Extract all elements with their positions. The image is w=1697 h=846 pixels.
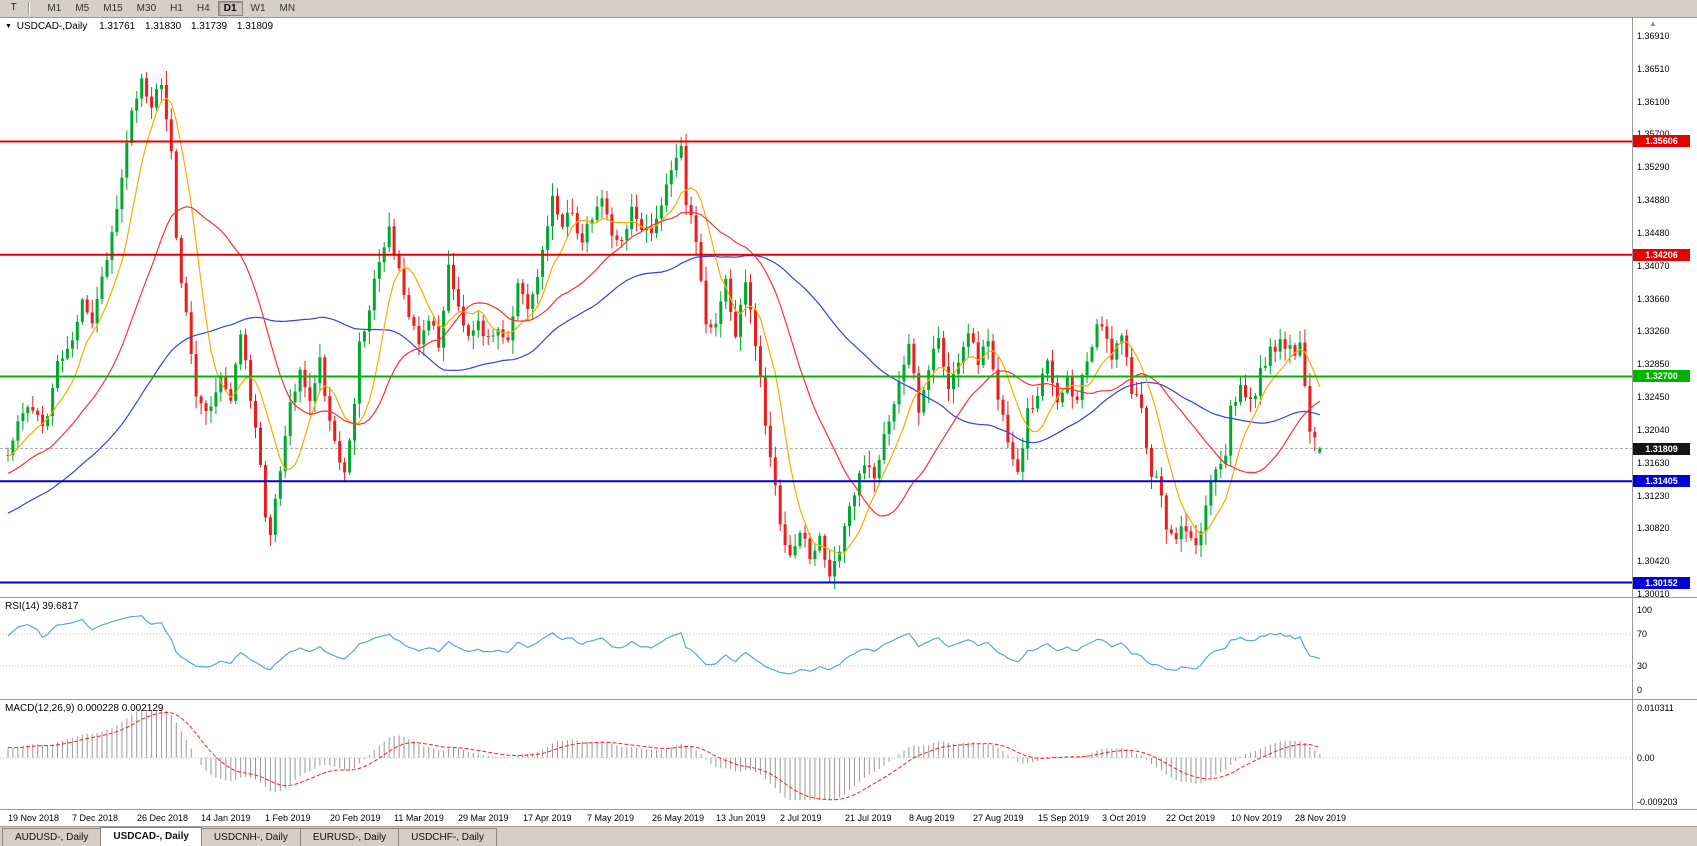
price-axis-label: 1.34070	[1637, 260, 1670, 271]
timeframe-mn-button[interactable]: MN	[279, 3, 296, 14]
macd-axis: 0.010311 0.00 -0.009203	[1632, 700, 1697, 809]
rsi-axis-label: 0	[1637, 685, 1643, 695]
tab-usdcnh-daily[interactable]: USDCNH-, Daily	[200, 828, 301, 846]
timeframe-m5-button[interactable]: M5	[75, 3, 90, 14]
date-axis-label: 15 Sep 2019	[1038, 813, 1090, 823]
price-axis-label: 1.34480	[1637, 227, 1670, 238]
text-tool-button[interactable]: T	[10, 2, 17, 13]
hline-price-tag: 1.32700	[1633, 370, 1690, 382]
price-axis-label: 1.33660	[1637, 293, 1670, 304]
price-axis-label: 1.32450	[1637, 392, 1670, 403]
current-price-tag: 1.31809	[1633, 443, 1690, 455]
timeframe-m1-button[interactable]: M1	[47, 3, 62, 14]
tab-usdcad-daily[interactable]: USDCAD-, Daily	[100, 827, 202, 846]
date-axis-label: 19 Nov 2018	[8, 813, 60, 823]
rsi-chart-canvas[interactable]	[0, 598, 1632, 700]
date-axis-label: 29 Mar 2019	[458, 813, 509, 823]
price-axis-label: 1.36100	[1637, 96, 1670, 107]
chart-shift-marker[interactable]: ▲	[1649, 19, 1657, 28]
date-axis-label: 26 Dec 2018	[137, 813, 189, 823]
timeframe-d1-button[interactable]: D1	[217, 1, 243, 16]
price-axis-label: 1.36510	[1637, 63, 1670, 74]
date-axis-label: 20 Feb 2019	[330, 813, 381, 823]
date-axis-label: 14 Jan 2019	[201, 813, 251, 823]
toolbar-separator	[28, 2, 31, 15]
date-axis-label: 7 May 2019	[587, 813, 635, 823]
macd-axis-label: -0.009203	[1637, 797, 1678, 807]
macd-chart-canvas[interactable]	[0, 700, 1632, 810]
date-axis-label: 10 Nov 2019	[1231, 813, 1283, 823]
date-axis-label: 2 Jul 2019	[780, 813, 822, 823]
price-axis-label: 1.30820	[1637, 523, 1670, 534]
hline-price-tag: 1.31405	[1633, 475, 1690, 487]
tab-eurusd-daily[interactable]: EURUSD-, Daily	[299, 828, 400, 846]
macd-indicator-label: MACD(12,26,9) 0.000228 0.002129	[5, 703, 164, 714]
rsi-pane[interactable]: RSI(14) 39.6817 100 70 30 0	[0, 598, 1697, 700]
date-axis-label: 17 Apr 2019	[523, 813, 572, 823]
price-axis-label: 1.36910	[1637, 31, 1670, 41]
date-axis-label: 21 Jul 2019	[845, 813, 892, 823]
timeframe-m15-button[interactable]: M15	[103, 3, 123, 14]
timeframe-m30-button[interactable]: M30	[136, 3, 157, 14]
date-axis-label: 22 Oct 2019	[1166, 813, 1216, 823]
timeframe-h4-button[interactable]: H4	[196, 3, 210, 14]
price-axis-label: 1.31630	[1637, 457, 1670, 468]
price-axis-label: 1.32850	[1637, 359, 1670, 370]
date-axis-label: 11 Mar 2019	[394, 813, 444, 823]
date-axis-label: 3 Oct 2019	[1102, 813, 1147, 823]
date-axis-label: 1 Feb 2019	[265, 813, 311, 823]
price-axis-label: 1.35700	[1637, 129, 1670, 139]
timeframe-w1-button[interactable]: W1	[250, 3, 266, 14]
price-axis-label: 1.34880	[1637, 195, 1670, 206]
hline-price-tag: 1.34206	[1633, 249, 1690, 261]
date-axis-label: 7 Dec 2018	[72, 813, 119, 823]
price-pane[interactable]: ▼ USDCAD-,Daily 1.31761 1.31830 1.31739 …	[0, 18, 1697, 599]
macd-pane[interactable]: MACD(12,26,9) 0.000228 0.002129 0.010311…	[0, 700, 1697, 810]
ohlc-low: 1.31739	[190, 21, 228, 32]
date-axis-label: 8 Aug 2019	[909, 813, 955, 823]
ohlc-close: 1.31809	[236, 21, 274, 32]
price-axis-label: 1.30010	[1637, 589, 1670, 599]
macd-axis-label: 0.010311	[1637, 703, 1674, 713]
tab-usdchf-daily[interactable]: USDCHF-, Daily	[398, 828, 497, 846]
ohlc-high: 1.31830	[145, 21, 182, 32]
date-axis-label: 13 Jun 2019	[716, 813, 766, 823]
rsi-indicator-label: RSI(14) 39.6817	[5, 601, 79, 612]
rsi-axis-label: 70	[1637, 629, 1648, 639]
hline-price-tag: 1.30152	[1633, 577, 1690, 589]
chart-area: ▼ USDCAD-,Daily 1.31761 1.31830 1.31739 …	[0, 18, 1697, 826]
timeframe-toolbar: M1 M5 M15 M30 H1 H4 D1 W1 MN	[41, 1, 303, 16]
price-axis-label: 1.32040	[1637, 424, 1670, 435]
rsi-axis: 100 70 30 0	[1632, 598, 1697, 699]
rsi-axis-label: 30	[1637, 661, 1648, 671]
date-axis-label: 27 Aug 2019	[973, 813, 1024, 823]
chart-header: ▼ USDCAD-,Daily 1.31761 1.31830 1.31739 …	[5, 21, 280, 32]
macd-axis-label: 0.00	[1637, 753, 1655, 763]
hline-price-tag: 1.35606	[1633, 135, 1690, 147]
symbol-dropdown-icon[interactable]: ▼	[5, 23, 12, 30]
chart-tabs-bar: AUDUSD-, Daily USDCAD-, Daily USDCNH-, Dai…	[0, 826, 1697, 846]
price-chart-canvas[interactable]	[0, 18, 1632, 598]
tab-audusd-daily[interactable]: AUDUSD-, Daily	[2, 828, 102, 846]
rsi-axis-label: 100	[1637, 605, 1653, 615]
price-axis-label: 1.33260	[1637, 326, 1670, 337]
date-axis-label: 28 Nov 2019	[1295, 813, 1347, 823]
price-axis: ▲ 1.36910 1.36510 1.36100 1.35700 1.35290 1.3…	[1632, 18, 1697, 599]
price-axis-label: 1.30420	[1637, 556, 1670, 567]
price-axis-label: 1.31230	[1637, 490, 1670, 501]
timeframe-h1-button[interactable]: H1	[170, 3, 183, 14]
date-axis: 19 Nov 2018 7 Dec 2018 26 Dec 2018 14 Jan 2…	[0, 810, 1697, 826]
date-axis-label: 26 May 2019	[652, 813, 705, 823]
price-axis-label: 1.35290	[1637, 162, 1670, 173]
chart-symbol-title: USDCAD-,Daily	[16, 21, 88, 32]
ohlc-open: 1.31761	[99, 21, 136, 32]
